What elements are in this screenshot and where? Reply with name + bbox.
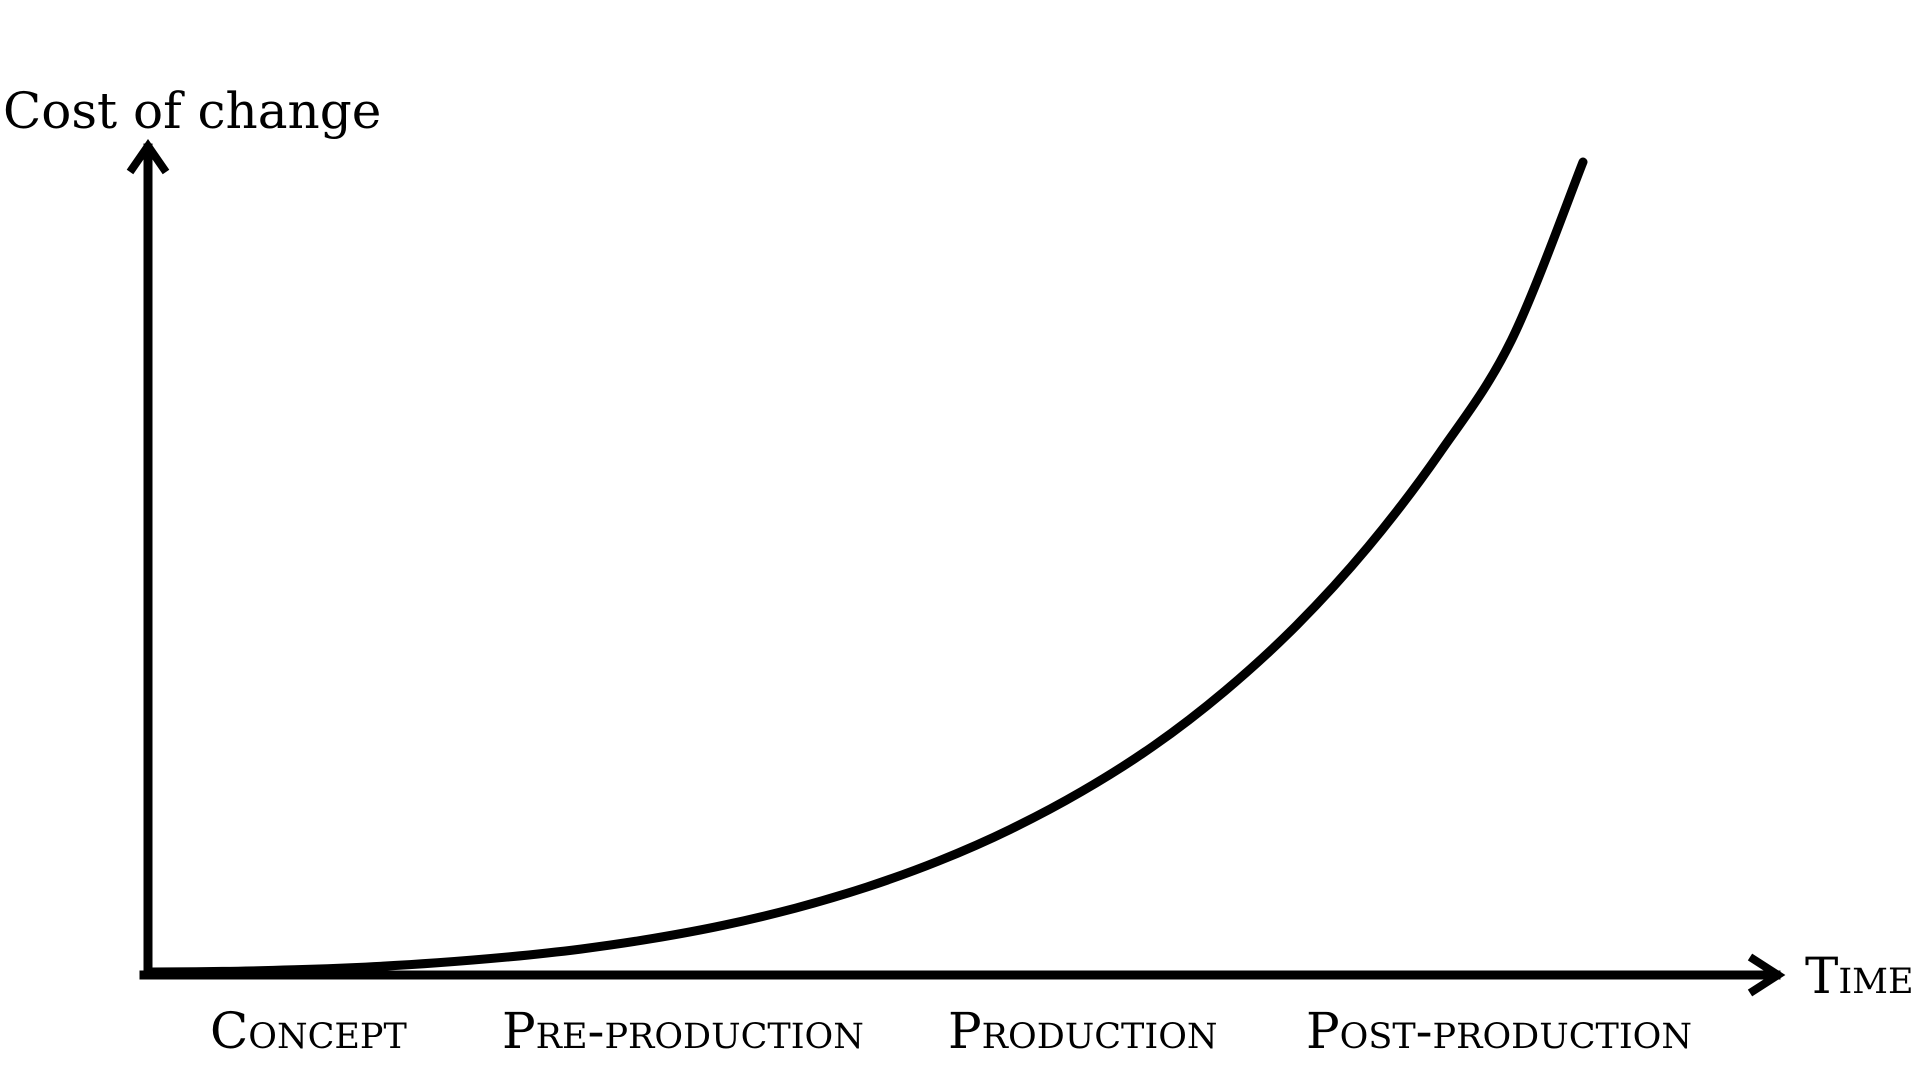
x-axis-arrowhead bbox=[1747, 953, 1786, 997]
x-tick-label-production: Production bbox=[948, 1002, 1218, 1060]
y-axis bbox=[126, 138, 170, 980]
x-tick-labels: Concept Pre-production Production Post-prod… bbox=[210, 1002, 1692, 1060]
cost-curve bbox=[146, 157, 1588, 977]
y-axis-label: Cost of change bbox=[3, 82, 381, 140]
x-axis-label: Time bbox=[1805, 947, 1914, 1005]
x-tick-label-concept: Concept bbox=[210, 1002, 407, 1060]
x-tick-label-pre-production: Pre-production bbox=[502, 1002, 864, 1060]
x-tick-label-post-production: Post-production bbox=[1306, 1002, 1692, 1060]
x-axis bbox=[139, 953, 1786, 997]
y-axis-arrowhead bbox=[126, 138, 170, 175]
